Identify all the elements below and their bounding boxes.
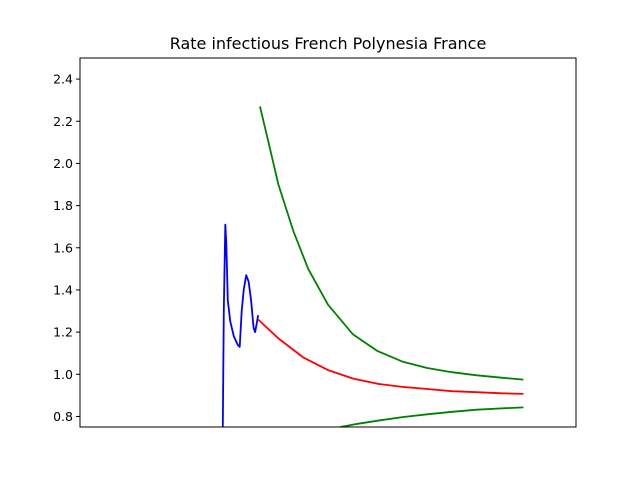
plot-series	[221, 106, 524, 427]
series-line-3	[259, 106, 524, 381]
y-tick-label: 1.4	[53, 282, 73, 297]
series-line-2	[257, 318, 524, 395]
y-tick-label: 2.0	[53, 156, 73, 171]
y-tick-label: 1.0	[53, 367, 73, 382]
y-tick-label: 1.6	[53, 240, 73, 255]
chart-title: Rate infectious French Polynesia France	[170, 34, 487, 53]
series-line-1	[221, 223, 259, 427]
y-tick-label: 1.8	[53, 198, 73, 213]
y-tick-label: 2.2	[53, 114, 73, 129]
series-line-4	[340, 406, 524, 427]
y-tick-label: 2.4	[53, 72, 73, 87]
y-tick-label: 1.2	[53, 325, 73, 340]
y-axis: 0.8 1.0 1.2 1.4 1.6 1.8 2.0 2.2 2.4	[53, 72, 80, 424]
plot-frame	[79, 57, 577, 428]
y-tick-label: 0.8	[53, 409, 73, 424]
